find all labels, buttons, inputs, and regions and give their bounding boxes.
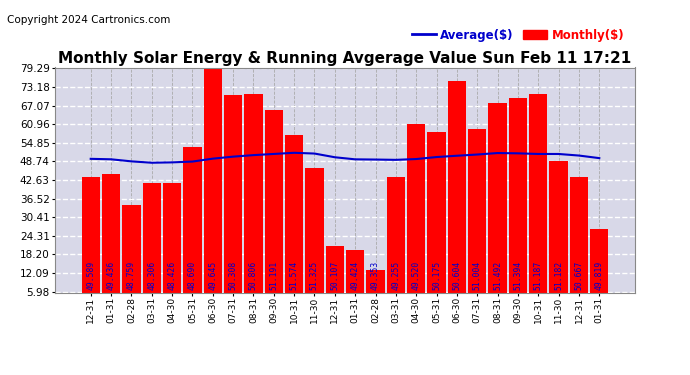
Bar <box>427 132 446 310</box>
Text: 49.436: 49.436 <box>106 261 115 290</box>
Text: 49.353: 49.353 <box>371 261 380 290</box>
Text: 50.806: 50.806 <box>249 261 258 290</box>
Bar <box>448 81 466 310</box>
Text: 49.255: 49.255 <box>391 261 400 290</box>
Text: 50.667: 50.667 <box>575 261 584 290</box>
Bar <box>529 94 547 310</box>
Bar <box>143 183 161 310</box>
Text: 51.187: 51.187 <box>534 261 543 290</box>
Bar <box>204 68 222 310</box>
Text: 49.520: 49.520 <box>412 261 421 290</box>
Bar <box>184 147 201 310</box>
Text: 51.325: 51.325 <box>310 261 319 290</box>
Bar <box>326 246 344 310</box>
Bar <box>306 168 324 310</box>
Text: 51.191: 51.191 <box>269 261 278 290</box>
Text: 50.604: 50.604 <box>453 261 462 290</box>
Text: 51.574: 51.574 <box>290 261 299 290</box>
Bar <box>346 251 364 310</box>
Bar <box>224 95 242 310</box>
Bar <box>285 135 304 310</box>
Text: 50.107: 50.107 <box>331 261 339 290</box>
Text: 50.175: 50.175 <box>432 261 441 290</box>
Bar <box>102 174 120 310</box>
Text: 49.424: 49.424 <box>351 261 359 290</box>
Text: 50.308: 50.308 <box>228 261 237 290</box>
Legend: Average($), Monthly($): Average($), Monthly($) <box>407 24 629 46</box>
Bar <box>81 177 100 310</box>
Bar <box>265 110 283 310</box>
Text: 51.004: 51.004 <box>473 261 482 290</box>
Text: 48.306: 48.306 <box>147 261 156 290</box>
Bar <box>590 229 609 310</box>
Text: 49.645: 49.645 <box>208 261 217 290</box>
Bar <box>407 124 425 310</box>
Bar <box>489 103 506 310</box>
Text: 51.394: 51.394 <box>513 261 522 290</box>
Text: 51.492: 51.492 <box>493 261 502 290</box>
Bar <box>163 183 181 310</box>
Text: 48.759: 48.759 <box>127 261 136 290</box>
Bar <box>509 98 527 310</box>
Text: Copyright 2024 Cartronics.com: Copyright 2024 Cartronics.com <box>7 15 170 25</box>
Bar <box>570 177 588 310</box>
Bar <box>366 270 384 310</box>
Text: 51.182: 51.182 <box>554 261 563 290</box>
Text: 48.690: 48.690 <box>188 261 197 290</box>
Title: Monthly Solar Energy & Running Avgerage Value Sun Feb 11 17:21: Monthly Solar Energy & Running Avgerage … <box>59 51 631 66</box>
Bar <box>549 160 568 310</box>
Bar <box>244 94 263 310</box>
Text: 49.589: 49.589 <box>86 261 95 290</box>
Text: 49.819: 49.819 <box>595 261 604 290</box>
Text: 48.426: 48.426 <box>168 261 177 290</box>
Bar <box>386 177 405 310</box>
Bar <box>468 129 486 310</box>
Bar <box>122 205 141 310</box>
